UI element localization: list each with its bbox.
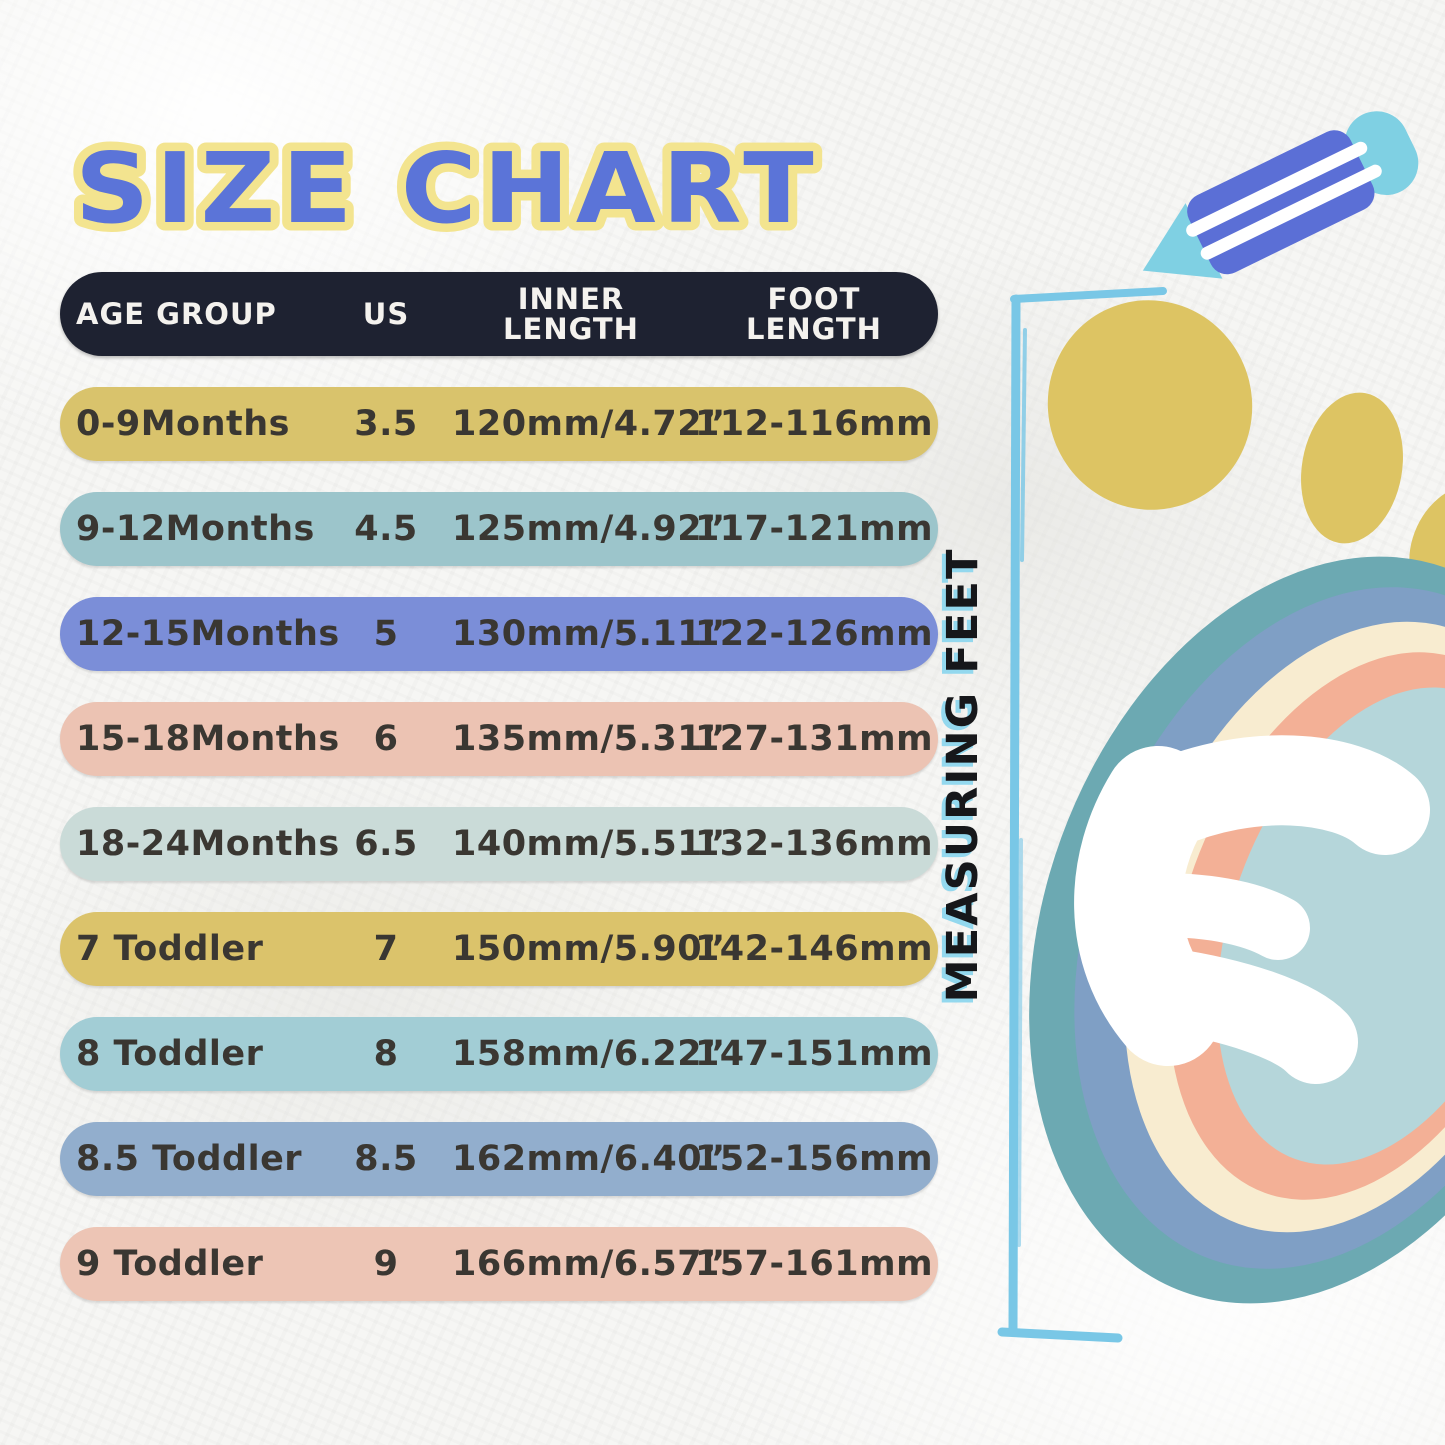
inner-length-cell: 162mm/6.40” <box>452 1139 726 1179</box>
table-row: 18-24Months 6.5 140mm/5.51” 132-136mm <box>60 807 938 881</box>
foot-length-cell: 117-121mm <box>694 509 934 549</box>
table-row: 9 Toddler 9 166mm/6.57” 157-161mm <box>60 1227 938 1301</box>
foot-length-cell: 132-136mm <box>694 824 934 864</box>
us-size-cell: 9 <box>373 1244 399 1284</box>
table-row: 12-15Months 5 130mm/5.11” 122-126mm <box>60 597 938 671</box>
footprint-illustration <box>1029 300 1445 1304</box>
us-size-cell: 4.5 <box>354 509 418 549</box>
age-group-cell: 7 Toddler <box>76 929 264 969</box>
us-size-cell: 8.5 <box>354 1139 418 1179</box>
foot-length-cell: 112-116mm <box>694 404 934 444</box>
table-row: 9-12Months 4.5 125mm/4.92” 117-121mm <box>60 492 938 566</box>
age-group-cell: 0-9Months <box>76 404 291 444</box>
pencil-icon <box>1142 111 1419 279</box>
inner-length-cell: 140mm/5.51” <box>452 824 726 864</box>
column-header-us: US <box>362 296 410 331</box>
foot-length-cell: 142-146mm <box>694 929 934 969</box>
us-size-cell: 6 <box>373 719 399 759</box>
age-group-cell: 8.5 Toddler <box>76 1139 303 1179</box>
age-group-cell: 9-12Months <box>76 509 315 549</box>
age-group-cell: 9 Toddler <box>76 1244 264 1284</box>
table-row: 15-18Months 6 135mm/5.31” 127-131mm <box>60 702 938 776</box>
column-header-foot-length: FOOT LENGTH <box>746 281 882 346</box>
us-size-cell: 7 <box>373 929 399 969</box>
inner-length-cell: 150mm/5.90” <box>452 929 726 969</box>
table-row: 8 Toddler 8 158mm/6.22” 147-151mm <box>60 1017 938 1091</box>
age-group-cell: 15-18Months <box>76 719 340 759</box>
footprint-big-toe <box>1047 300 1253 510</box>
measuring-feet-label: MEASURING FEET MEASURING FEET <box>934 548 988 1007</box>
table-row: 8.5 Toddler 8.5 162mm/6.40” 152-156mm <box>60 1122 938 1196</box>
inner-length-cell: 130mm/5.11” <box>452 614 726 654</box>
column-header-inner-length: INNER LENGTH <box>503 281 639 346</box>
age-group-cell: 18-24Months <box>76 824 340 864</box>
table-header-row: AGE GROUP US INNER LENGTH FOOT LENGTH <box>60 272 938 356</box>
inner-length-cell: 120mm/4.72” <box>452 404 726 444</box>
measuring-feet-label-shadow: MEASURING FEET <box>934 552 984 1007</box>
column-header-age-group: AGE GROUP <box>76 296 277 331</box>
table-row: 0-9Months 3.5 120mm/4.72” 112-116mm <box>60 387 938 461</box>
inner-length-cell: 158mm/6.22” <box>452 1034 726 1074</box>
footprint-white-blob <box>1074 735 1430 1084</box>
inner-length-cell: 125mm/4.92” <box>452 509 726 549</box>
us-size-cell: 6.5 <box>354 824 418 864</box>
foot-length-cell: 157-161mm <box>694 1244 934 1284</box>
foot-length-cell: 127-131mm <box>694 719 934 759</box>
us-size-cell: 5 <box>373 614 399 654</box>
inner-length-cell: 166mm/6.57” <box>452 1244 726 1284</box>
age-group-cell: 12-15Months <box>76 614 340 654</box>
table-row: 7 Toddler 7 150mm/5.90” 142-146mm <box>60 912 938 986</box>
foot-length-cell: 152-156mm <box>694 1139 934 1179</box>
page-title: SIZE CHART <box>75 132 820 245</box>
us-size-cell: 8 <box>373 1034 399 1074</box>
inner-length-cell: 135mm/5.31” <box>452 719 726 759</box>
size-table: AGE GROUP US INNER LENGTH FOOT LENGTH 0-… <box>60 272 938 1301</box>
foot-length-cell: 147-151mm <box>694 1034 934 1074</box>
foot-length-cell: 122-126mm <box>694 614 934 654</box>
measuring-feet-label-text: MEASURING FEET <box>938 548 988 1003</box>
us-size-cell: 3.5 <box>354 404 418 444</box>
footprint-toe <box>1301 392 1403 544</box>
measuring-line <box>997 287 1167 1343</box>
age-group-cell: 8 Toddler <box>76 1034 264 1074</box>
